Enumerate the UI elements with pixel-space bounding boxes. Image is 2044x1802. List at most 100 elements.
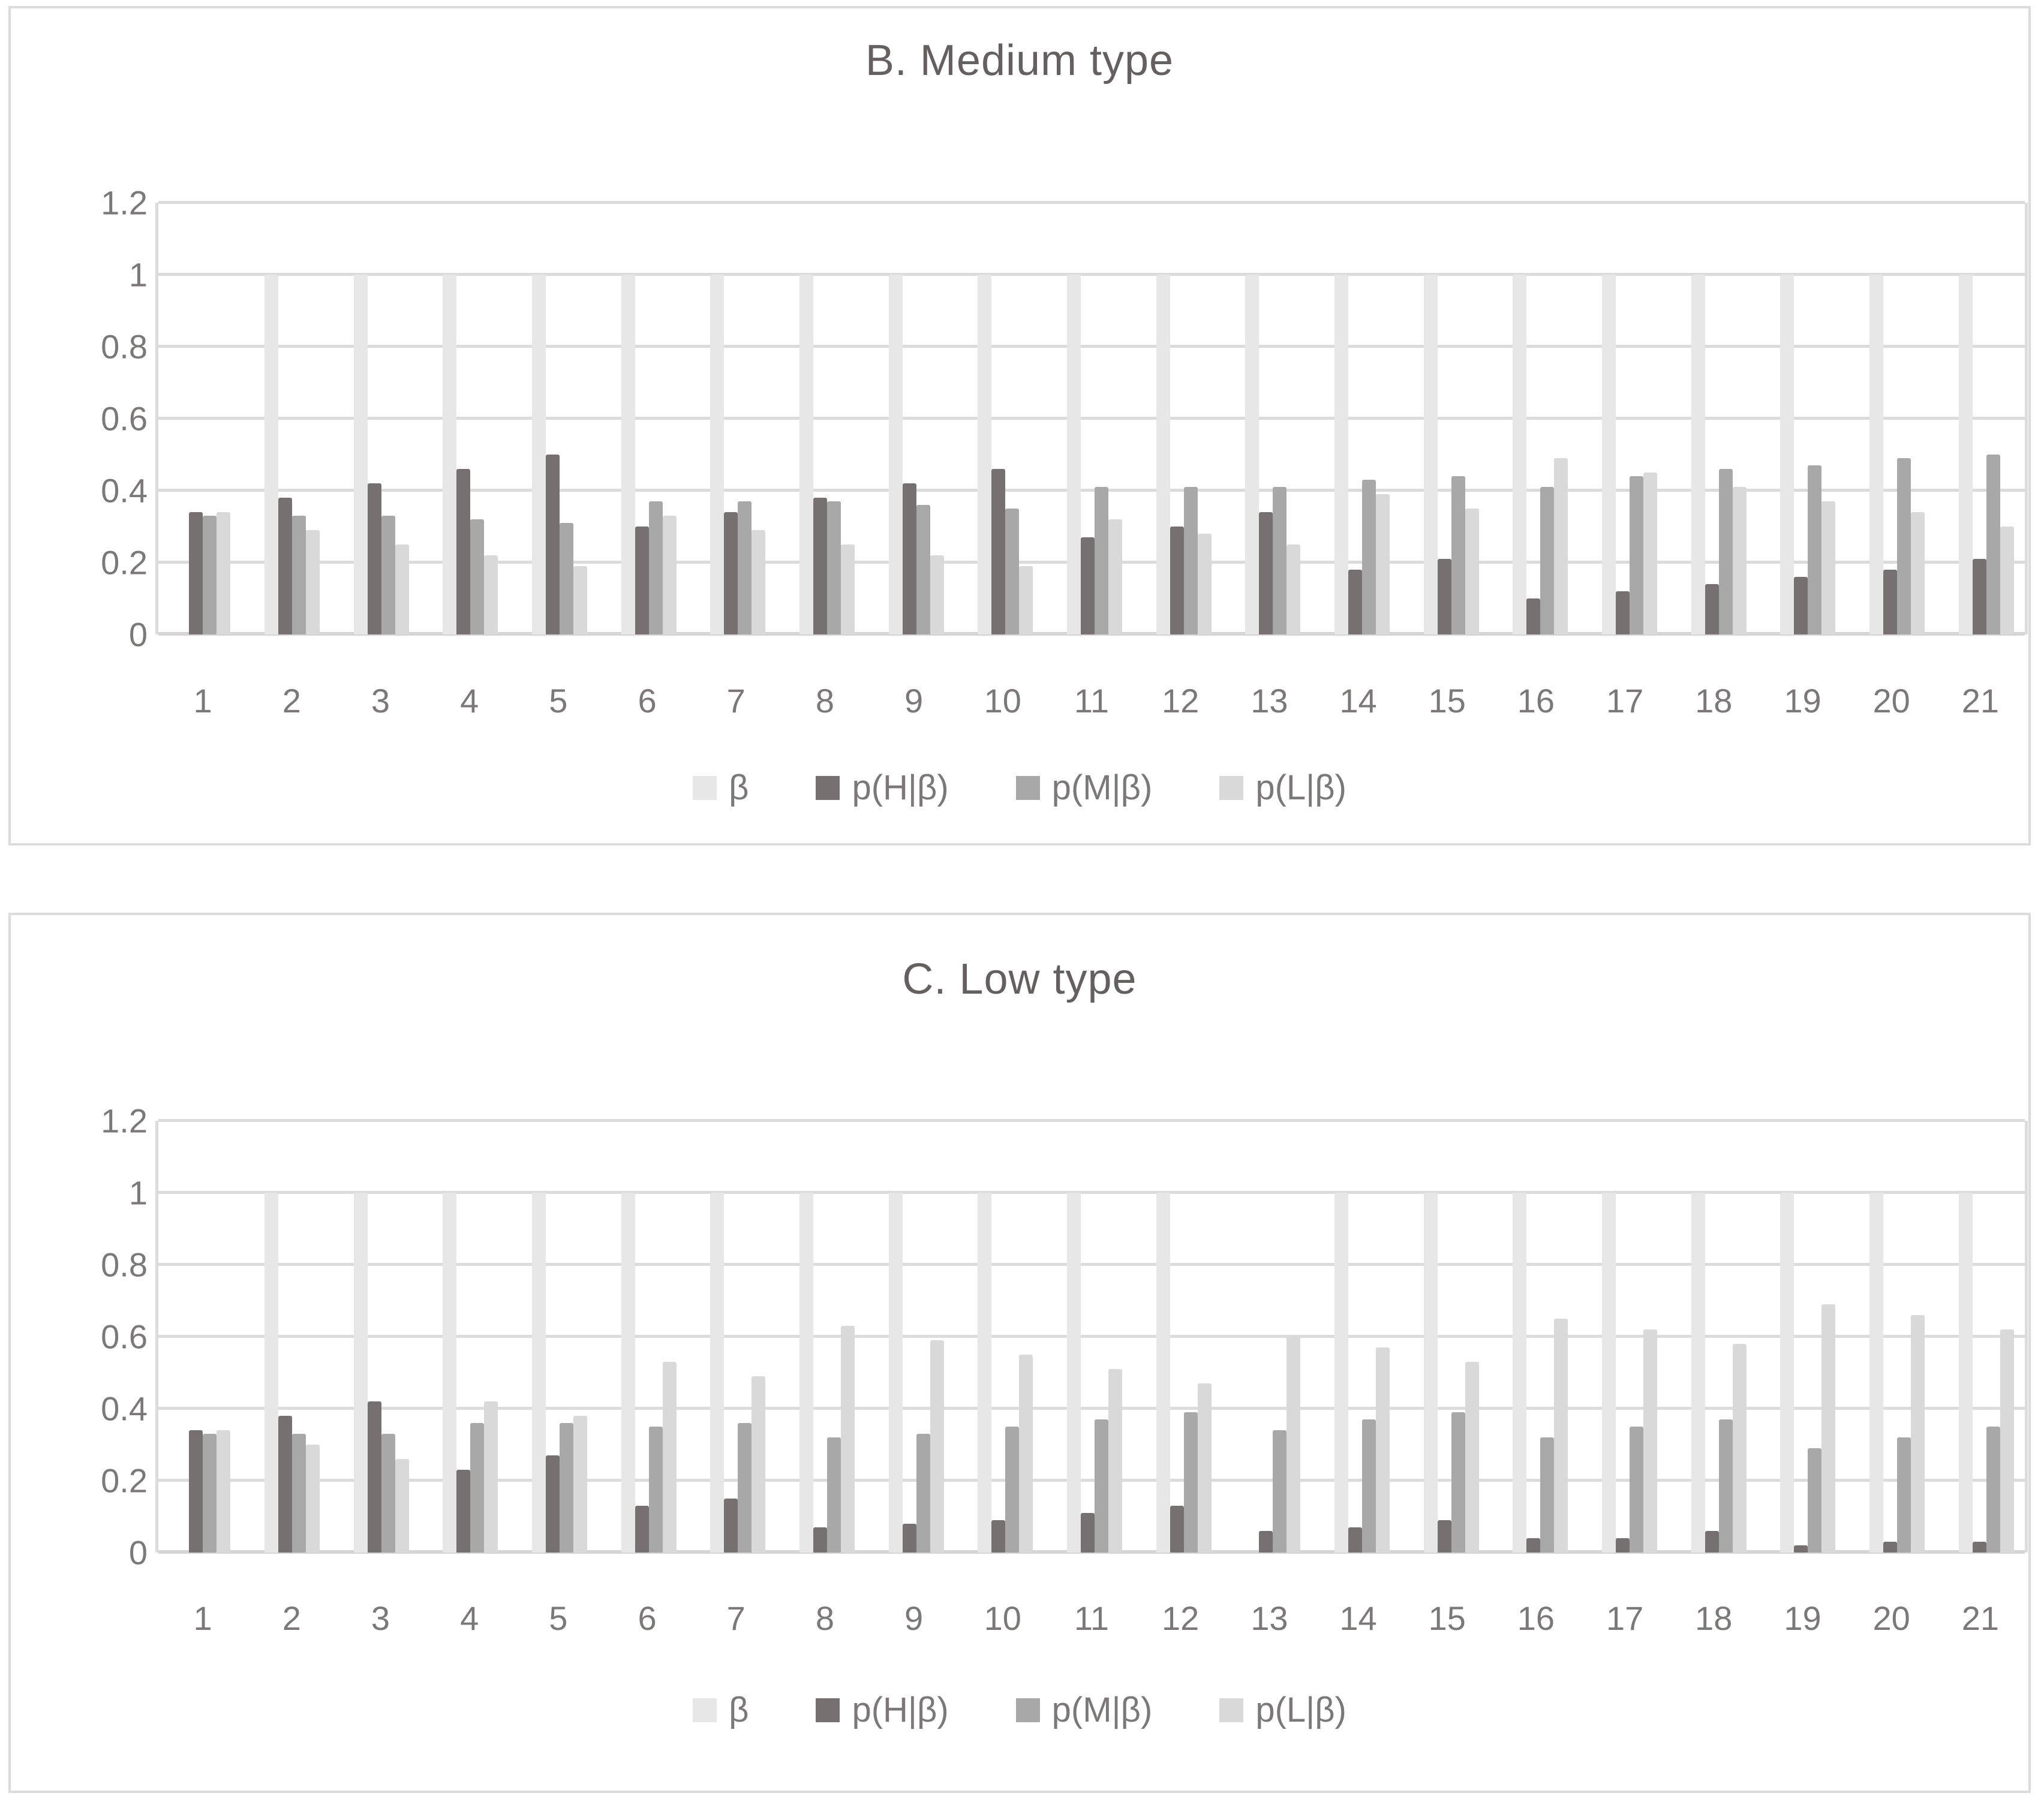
legend-label: p(H|β) bbox=[852, 1690, 949, 1729]
legend-label: p(M|β) bbox=[1051, 1690, 1153, 1729]
chart-legend: β p(H|β) p(M|β) p(L|β) bbox=[11, 768, 2028, 808]
y-axis-labels: 0 0.2 0.4 0.6 0.8 1 1.2 bbox=[11, 1102, 148, 1572]
bar bbox=[573, 1416, 587, 1553]
x-axis-labels: 1 2 3 4 5 6 7 8 9 10 11 12 13 14 15 16 17 18 19 20 21 bbox=[158, 1599, 2025, 1647]
y-tick-label: 1 bbox=[128, 1174, 148, 1212]
bar bbox=[1821, 501, 1836, 634]
bar bbox=[1986, 455, 2000, 634]
x-tick-label: 16 bbox=[1517, 1599, 1555, 1637]
bar bbox=[1259, 512, 1273, 634]
bar bbox=[456, 1470, 471, 1553]
gridline bbox=[158, 1119, 2025, 1122]
bar bbox=[1108, 519, 1122, 634]
legend-swatch bbox=[693, 775, 717, 800]
x-tick-label: 15 bbox=[1428, 682, 1466, 720]
bar bbox=[799, 275, 813, 634]
bar bbox=[292, 516, 306, 634]
bar bbox=[902, 1524, 916, 1553]
x-tick-label: 10 bbox=[984, 682, 1021, 720]
bar bbox=[635, 1506, 649, 1553]
bar bbox=[546, 1455, 560, 1553]
bar bbox=[991, 1520, 1006, 1553]
x-tick-label: 10 bbox=[984, 1599, 1021, 1637]
bar bbox=[1705, 1531, 1719, 1553]
bar bbox=[1691, 1193, 1705, 1553]
bar bbox=[367, 1401, 381, 1553]
bar bbox=[1108, 1369, 1122, 1553]
x-tick-label: 14 bbox=[1339, 1599, 1377, 1637]
bar bbox=[1869, 1193, 1883, 1553]
bar bbox=[573, 566, 587, 634]
bar bbox=[1376, 494, 1390, 634]
bar bbox=[1554, 1319, 1568, 1553]
bar bbox=[1526, 1538, 1541, 1553]
bar bbox=[203, 1434, 217, 1553]
bar bbox=[1156, 1193, 1170, 1553]
bar bbox=[916, 1434, 930, 1553]
bar bbox=[1170, 527, 1184, 634]
y-tick-label: 1.2 bbox=[101, 1102, 148, 1140]
legend-swatch bbox=[816, 1698, 840, 1722]
bar bbox=[189, 1430, 203, 1553]
bar bbox=[1437, 559, 1451, 634]
y-tick-label: 0.6 bbox=[101, 399, 148, 438]
bar bbox=[813, 1527, 827, 1553]
bar bbox=[930, 1340, 944, 1553]
bar bbox=[621, 1193, 635, 1553]
bar bbox=[1465, 1362, 1479, 1553]
bar bbox=[484, 555, 498, 634]
bar bbox=[381, 1434, 395, 1553]
legend-label: β bbox=[729, 768, 749, 807]
bar bbox=[1451, 476, 1465, 634]
x-tick-label: 2 bbox=[282, 1599, 301, 1637]
legend-item: p(H|β) bbox=[816, 768, 949, 808]
bar bbox=[888, 275, 903, 634]
x-tick-label: 12 bbox=[1162, 1599, 1200, 1637]
bar bbox=[710, 1193, 725, 1553]
x-tick-label: 12 bbox=[1162, 682, 1200, 720]
bar bbox=[1643, 1329, 1657, 1553]
bar bbox=[546, 455, 560, 634]
bar bbox=[1273, 487, 1287, 634]
bar bbox=[189, 512, 203, 634]
bar bbox=[752, 1376, 766, 1553]
chart-title: B. Medium type bbox=[865, 37, 1174, 85]
bar bbox=[1019, 566, 1033, 634]
y-tick-label: 0.4 bbox=[101, 471, 148, 510]
legend-label: p(H|β) bbox=[852, 768, 949, 807]
x-tick-label: 21 bbox=[1961, 682, 1999, 720]
bar bbox=[1183, 487, 1198, 634]
x-tick-label: 9 bbox=[904, 682, 924, 720]
bar bbox=[621, 275, 635, 634]
gridline bbox=[158, 1479, 2025, 1482]
x-tick-label: 4 bbox=[460, 682, 479, 720]
bar bbox=[1526, 598, 1541, 634]
bar bbox=[648, 501, 663, 634]
bar bbox=[1986, 1427, 2000, 1553]
bar bbox=[1183, 1412, 1198, 1553]
bar bbox=[1286, 1337, 1301, 1553]
x-tick-label: 3 bbox=[371, 682, 390, 720]
bar bbox=[1780, 275, 1794, 634]
y-tick-label: 0 bbox=[128, 1533, 148, 1572]
bar bbox=[1718, 1419, 1733, 1553]
bar bbox=[827, 1437, 841, 1553]
bar bbox=[841, 544, 855, 634]
x-tick-label: 1 bbox=[193, 682, 212, 720]
bar bbox=[470, 519, 485, 634]
bar bbox=[648, 1427, 663, 1553]
bar bbox=[1245, 275, 1260, 634]
bar bbox=[1616, 1538, 1630, 1553]
x-tick-label: 15 bbox=[1428, 1599, 1466, 1637]
gridline bbox=[158, 201, 2025, 204]
y-tick-label: 1 bbox=[128, 255, 148, 294]
gridline bbox=[158, 273, 2025, 276]
bar bbox=[1794, 577, 1808, 634]
bar bbox=[1334, 1193, 1348, 1553]
bar bbox=[902, 483, 916, 634]
bar bbox=[443, 275, 457, 634]
legend-label: p(L|β) bbox=[1255, 1690, 1346, 1729]
x-tick-label: 11 bbox=[1074, 1599, 1110, 1637]
x-tick-label: 20 bbox=[1872, 1599, 1910, 1637]
